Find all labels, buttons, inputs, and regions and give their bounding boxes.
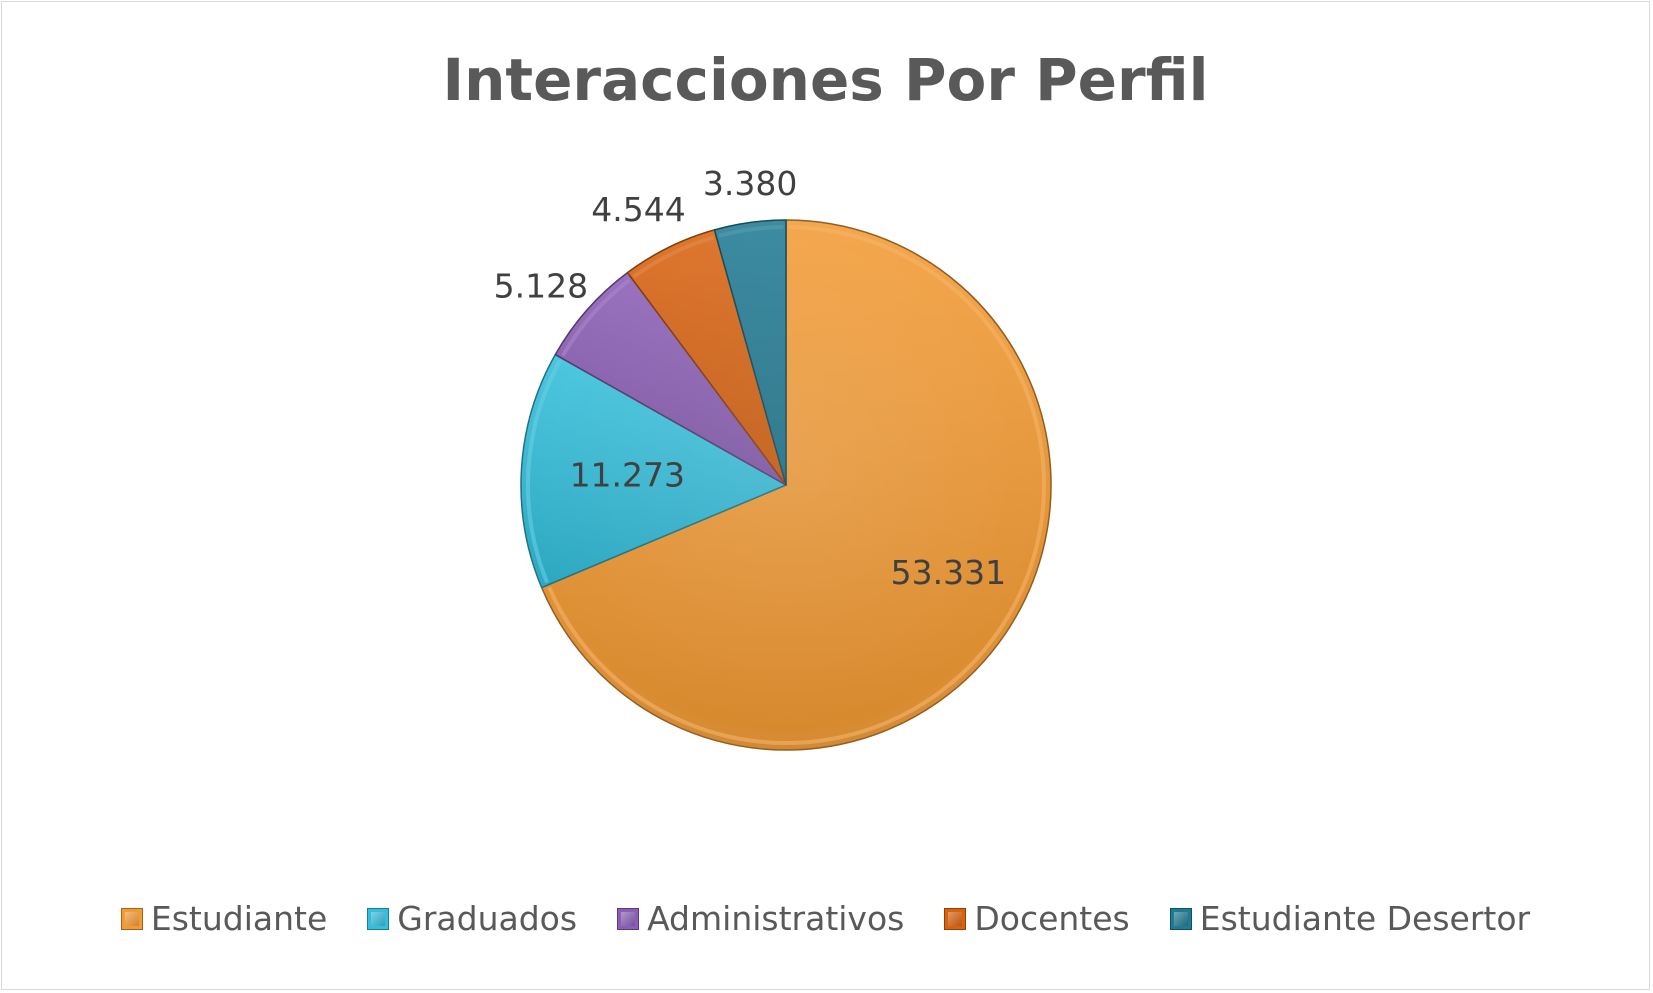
- data-label-docentes: 4.544: [591, 190, 685, 229]
- legend-label-estudiante: Estudiante: [150, 899, 328, 938]
- legend-swatch-estudiante: [120, 907, 143, 930]
- legend-label-docentes: Docentes: [974, 899, 1130, 938]
- legend-label-administrativos: Administrativos: [647, 899, 905, 938]
- legend: Estudiante Graduados Administrativos Doc…: [2, 899, 1649, 938]
- legend-swatch-docentes: [944, 907, 967, 930]
- legend-label-estudiante-desertor: Estudiante Desertor: [1199, 899, 1531, 938]
- legend-swatch-estudiante-desertor: [1169, 907, 1192, 930]
- legend-label-graduados: Graduados: [397, 899, 578, 938]
- legend-item-estudiante: Estudiante: [120, 899, 328, 938]
- data-label-graduados: 11.273: [570, 456, 685, 495]
- legend-item-estudiante-desertor: Estudiante Desertor: [1169, 899, 1531, 938]
- legend-swatch-graduados: [367, 907, 390, 930]
- data-label-estudiante: 53.331: [891, 553, 1006, 592]
- data-label-administrativos: 5.128: [494, 267, 588, 306]
- legend-swatch-administrativos: [617, 907, 640, 930]
- legend-item-administrativos: Administrativos: [617, 899, 904, 938]
- legend-item-graduados: Graduados: [367, 899, 577, 938]
- data-label-estudiante-desertor: 3.380: [703, 164, 797, 203]
- chart-title: Interacciones Por Perfil: [442, 46, 1209, 114]
- legend-item-docentes: Docentes: [944, 899, 1130, 938]
